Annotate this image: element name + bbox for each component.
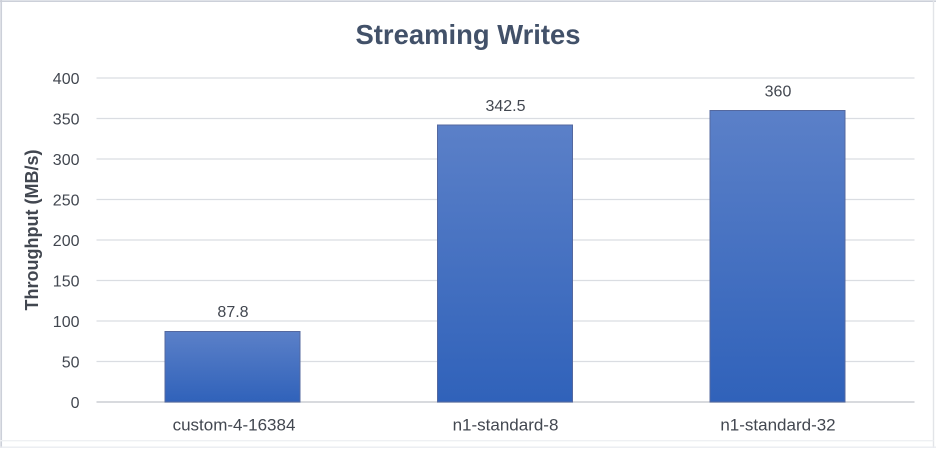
svg-text:350: 350	[53, 111, 80, 128]
svg-text:87.8: 87.8	[217, 304, 248, 321]
svg-text:100: 100	[53, 314, 80, 331]
svg-text:Streaming Writes: Streaming Writes	[356, 19, 581, 50]
svg-text:342.5: 342.5	[485, 98, 525, 115]
svg-text:custom-4-16384: custom-4-16384	[173, 416, 296, 435]
svg-text:0: 0	[71, 395, 80, 412]
svg-text:n1-standard-32: n1-standard-32	[720, 416, 835, 435]
svg-text:n1-standard-8: n1-standard-8	[453, 416, 559, 435]
svg-text:50: 50	[62, 354, 80, 371]
svg-text:400: 400	[53, 71, 80, 88]
svg-text:300: 300	[53, 152, 80, 169]
svg-text:250: 250	[53, 192, 80, 209]
svg-text:200: 200	[53, 233, 80, 250]
svg-text:Throughput (MB/s): Throughput (MB/s)	[22, 150, 42, 311]
svg-text:360: 360	[765, 84, 792, 101]
svg-text:150: 150	[53, 273, 80, 290]
